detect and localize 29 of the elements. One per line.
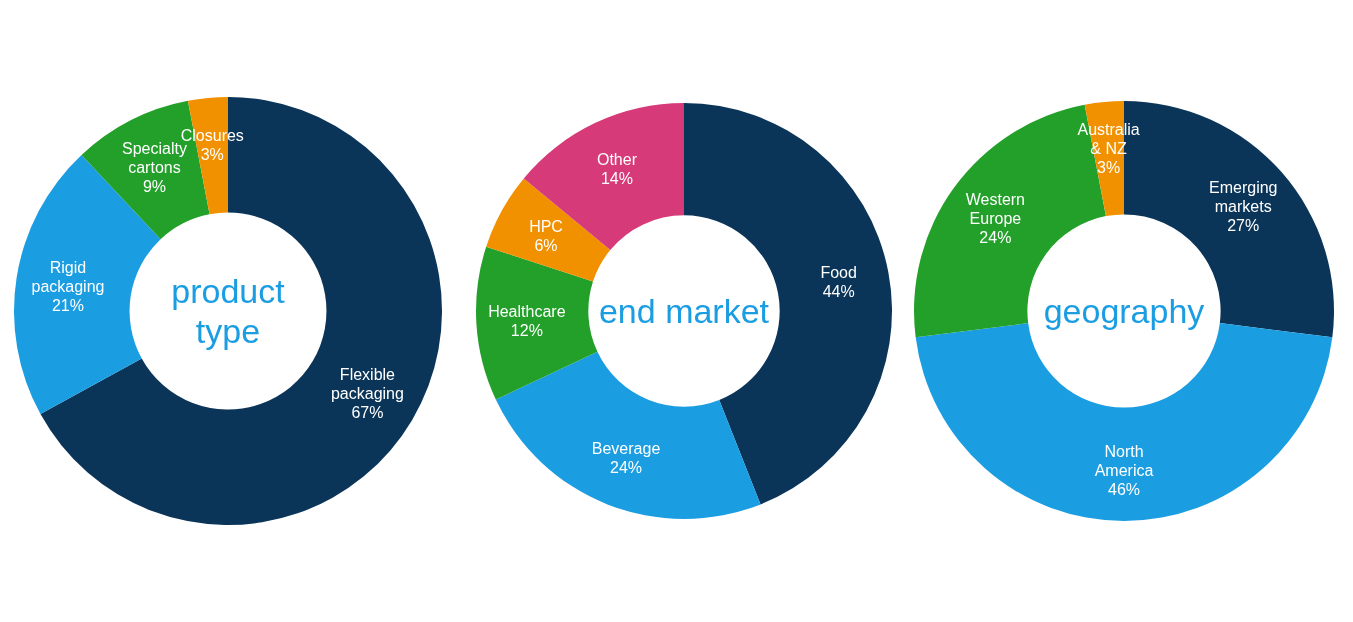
slice-label: HPC [529,217,563,235]
slice-label: Beverage [591,439,661,457]
data-label: 9% [142,177,167,195]
slice-label: Food [820,263,857,281]
text: geography [1043,292,1205,330]
donut-slice [495,351,761,519]
slice-label: Healthcare [488,302,566,320]
donut-slice [523,103,684,251]
data-label: 24% [610,458,643,476]
slice-label: Rigid packaging [31,258,105,295]
text: end market [598,292,770,330]
slice-label: North America [1094,442,1154,479]
data-label: 44% [822,282,855,300]
data-label: 6% [534,236,558,254]
data-label: 46% [1107,480,1141,498]
data-label: 3% [200,145,224,163]
slice-label: Other [596,150,638,168]
data-label: 12% [510,321,543,339]
data-label: 24% [979,228,1012,246]
data-label: 21% [51,296,85,314]
slice-label: Specialty cartons [121,139,187,176]
data-label: 3% [1097,158,1121,176]
slice-label: Western Europe [965,190,1026,227]
slice-label: Flexible packaging [330,365,404,402]
slice-label: Emerging markets [1209,178,1278,215]
text: product type [171,272,286,350]
data-label: 14% [600,169,633,187]
data-label: 67% [351,403,384,421]
data-label: 27% [1227,216,1260,234]
